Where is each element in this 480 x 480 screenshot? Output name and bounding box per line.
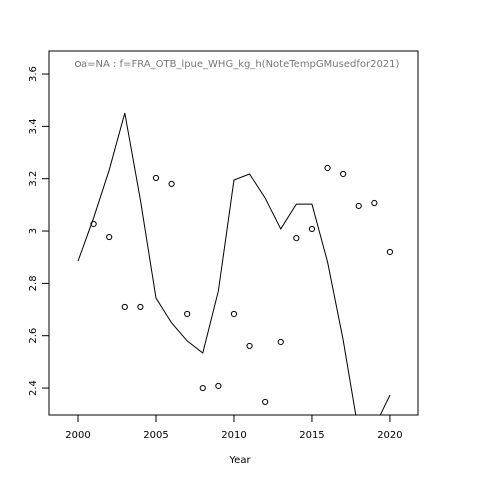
data-point <box>168 180 175 188</box>
data-point <box>277 338 284 346</box>
x-tick-label: 2010 <box>221 430 246 441</box>
data-point <box>230 310 238 318</box>
x-tick-label: 2015 <box>299 430 324 441</box>
data-line <box>77 112 391 415</box>
data-point <box>371 199 378 207</box>
x-tick-label: 2020 <box>377 430 402 441</box>
data-point <box>184 310 191 318</box>
y-tick-label: 2.8 <box>28 275 39 291</box>
data-point <box>246 342 253 350</box>
x-tick-label: 2005 <box>143 430 168 441</box>
y-tick-label: 3.6 <box>28 66 39 82</box>
data-point <box>293 235 300 242</box>
y-tick-label: 2.6 <box>28 328 39 344</box>
data-point <box>137 303 144 311</box>
data-point <box>106 233 113 241</box>
y-tick-label: 3.4 <box>28 118 39 134</box>
data-point <box>199 384 206 392</box>
data-point <box>90 220 97 228</box>
y-tick-label: 3.2 <box>28 171 39 187</box>
data-point <box>152 174 160 182</box>
y-tick-label: 2.4 <box>28 380 39 396</box>
annotation: a=NA : f=FRA_OTB_lpue_WHG_kg_h(NoteTempG… <box>81 59 400 70</box>
data-point <box>355 202 362 210</box>
data-point <box>308 225 316 233</box>
data-point <box>215 382 222 390</box>
x-axis-label: Year <box>228 455 251 466</box>
data-point <box>324 164 331 172</box>
x-tick-label: 2000 <box>65 430 90 441</box>
data-point <box>262 398 269 406</box>
data-point <box>121 303 128 311</box>
data-point <box>340 170 347 178</box>
y-tick-label: 3 <box>28 228 39 234</box>
data-point <box>386 248 394 256</box>
legend-marker <box>74 60 82 68</box>
